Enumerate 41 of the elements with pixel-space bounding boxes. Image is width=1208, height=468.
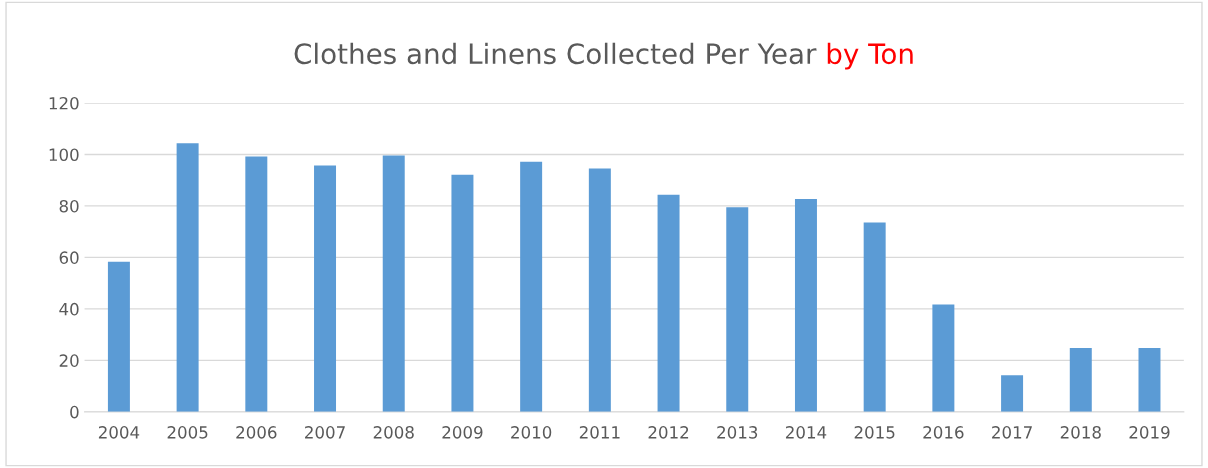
bar xyxy=(520,161,543,412)
x-tick-label: 2013 xyxy=(717,426,758,439)
bar xyxy=(588,168,611,412)
chart-subtitle: by Ton xyxy=(827,42,913,70)
bar xyxy=(245,156,268,412)
y-tick-label: 20 xyxy=(59,354,79,367)
y-tick-label: 100 xyxy=(49,148,79,162)
bar xyxy=(314,165,337,412)
y-tick-label: 0 xyxy=(70,405,79,419)
x-tick-label: 2004 xyxy=(98,426,140,439)
bar xyxy=(107,261,130,412)
bar xyxy=(794,198,817,412)
x-tick-label: 2008 xyxy=(373,426,414,439)
x-tick-label: 2005 xyxy=(167,426,208,439)
y-tick-label: 80 xyxy=(59,199,79,213)
x-tick-label: 2016 xyxy=(923,426,964,439)
bar xyxy=(451,174,474,412)
bar xyxy=(657,194,680,412)
x-tick-label: 2010 xyxy=(511,426,552,439)
x-tick-label: 2006 xyxy=(236,426,277,439)
x-tick-label: 2011 xyxy=(579,426,620,439)
bar xyxy=(176,143,199,412)
x-tick-label: 2015 xyxy=(854,426,895,439)
x-tick-label: 2007 xyxy=(305,426,345,439)
bar xyxy=(863,222,886,412)
bar xyxy=(932,304,955,412)
bar xyxy=(1069,348,1092,412)
y-tick-label: 60 xyxy=(59,251,79,264)
x-tick-label: 2018 xyxy=(1060,426,1101,439)
bar xyxy=(382,155,405,412)
bar xyxy=(726,207,749,412)
bar xyxy=(1138,348,1161,412)
chart-title: Clothes and Linens Collected Per Year xyxy=(294,42,817,65)
x-tick-label: 2017 xyxy=(992,426,1032,439)
y-tick-label: 120 xyxy=(49,96,79,110)
x-tick-label: 2014 xyxy=(785,426,827,439)
x-tick-label: 2019 xyxy=(1129,426,1170,439)
x-tick-label: 2009 xyxy=(442,426,483,439)
x-tick-label: 2012 xyxy=(648,426,689,439)
bar xyxy=(1001,375,1024,412)
y-tick-label: 40 xyxy=(59,302,79,316)
